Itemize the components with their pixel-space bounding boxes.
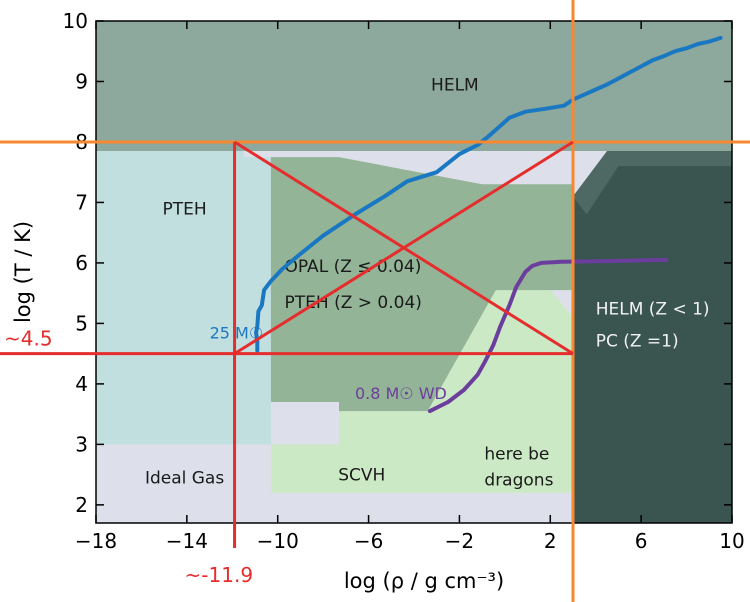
series-labels: 25 M☉ 0.8 M☉ WD xyxy=(210,323,447,402)
x-tick-label-1: −14 xyxy=(166,529,208,553)
region-label-helm: HELM xyxy=(431,76,479,96)
y-tick-label-5: 7 xyxy=(75,190,88,214)
x-tick-label-4: −2 xyxy=(445,529,474,553)
series-label-1: 0.8 M☉ WD xyxy=(355,384,447,403)
x-tick-label-5: 2 xyxy=(544,529,557,553)
y-tick-label-2: 4 xyxy=(75,372,88,396)
region-3 xyxy=(270,290,573,493)
annotation-label-y: ~4.5 xyxy=(4,327,53,351)
region-label-ideal-gas: Ideal Gas xyxy=(145,469,224,489)
region-label-pteh: PTEH xyxy=(162,199,206,219)
x-tick-label-2: −10 xyxy=(257,529,299,553)
y-tick-label-0: 2 xyxy=(75,493,88,517)
x-axis-label: log (ρ / g cm⁻³) xyxy=(344,569,504,593)
region-5 xyxy=(573,151,732,523)
series xyxy=(254,35,723,414)
y-axis-label: log (T / K) xyxy=(11,221,35,323)
region-label-helm-pc-2: PC (Z =1) xyxy=(596,331,679,351)
region-label-helm-pc-1: HELM (Z < 1) xyxy=(596,299,710,319)
y-tick-label-3: 5 xyxy=(75,311,88,335)
y-tick-label-8: 10 xyxy=(63,9,88,33)
region-labels: HELM PTEH OPAL (Z ≤ 0.04) PTEH (Z > 0.04) HE… xyxy=(145,76,710,491)
y-tick-label-7: 9 xyxy=(75,69,88,93)
y-tick-label-1: 3 xyxy=(75,432,88,456)
series-line-1 xyxy=(427,257,669,414)
x-tick-label-3: −6 xyxy=(354,529,383,553)
region-label-opal-1: OPAL (Z ≤ 0.04) xyxy=(285,257,422,277)
region-label-dragons-1: here be xyxy=(484,444,549,464)
plot-frame xyxy=(95,20,733,524)
x-tick-label-7: 10 xyxy=(719,529,744,553)
x-tick-label-6: 6 xyxy=(635,529,648,553)
region-2 xyxy=(96,151,271,445)
red-diagonal-2 xyxy=(233,140,574,355)
region-label-opal-2: PTEH (Z > 0.04) xyxy=(285,293,422,313)
region-1 xyxy=(96,21,732,151)
annotation-label-x: ~-11.9 xyxy=(185,563,254,587)
series-label-0: 25 M☉ xyxy=(210,323,264,342)
x-tick-label-0: −18 xyxy=(75,529,117,553)
y-tick-label-4: 6 xyxy=(75,251,88,275)
region-shade xyxy=(573,151,732,215)
region-label-dragons-2: dragons xyxy=(484,470,553,490)
region-label-scvh: SCVH xyxy=(338,466,385,486)
series-line-0 xyxy=(254,35,723,353)
